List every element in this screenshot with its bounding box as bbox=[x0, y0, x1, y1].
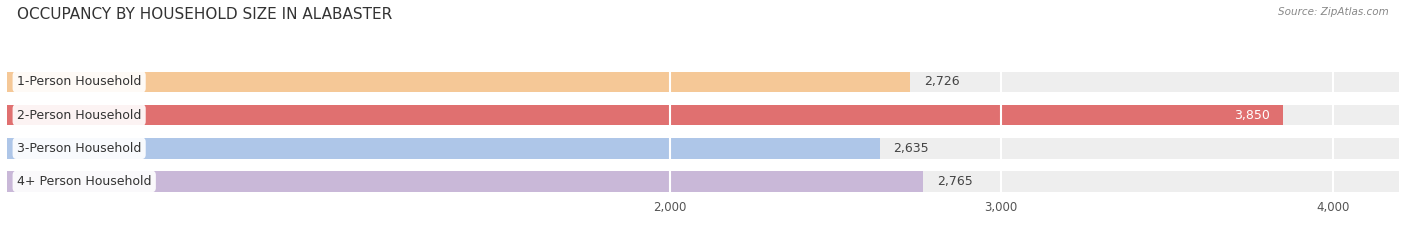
Text: 1-Person Household: 1-Person Household bbox=[17, 75, 142, 88]
Bar bbox=[7, 72, 911, 92]
Text: 3-Person Household: 3-Person Household bbox=[17, 142, 142, 155]
Bar bbox=[7, 171, 924, 192]
Text: 2-Person Household: 2-Person Household bbox=[17, 109, 142, 122]
Text: 2,726: 2,726 bbox=[924, 75, 959, 88]
Text: Source: ZipAtlas.com: Source: ZipAtlas.com bbox=[1278, 7, 1389, 17]
Bar bbox=[7, 138, 1399, 158]
Text: 3,850: 3,850 bbox=[1234, 109, 1270, 122]
Bar bbox=[7, 72, 1399, 92]
Text: OCCUPANCY BY HOUSEHOLD SIZE IN ALABASTER: OCCUPANCY BY HOUSEHOLD SIZE IN ALABASTER bbox=[17, 7, 392, 22]
Text: 4+ Person Household: 4+ Person Household bbox=[17, 175, 152, 188]
Bar bbox=[7, 171, 1399, 192]
Text: 2,635: 2,635 bbox=[894, 142, 929, 155]
Bar bbox=[7, 138, 880, 158]
Text: 2,765: 2,765 bbox=[936, 175, 973, 188]
Bar bbox=[7, 105, 1282, 125]
Bar bbox=[7, 105, 1399, 125]
